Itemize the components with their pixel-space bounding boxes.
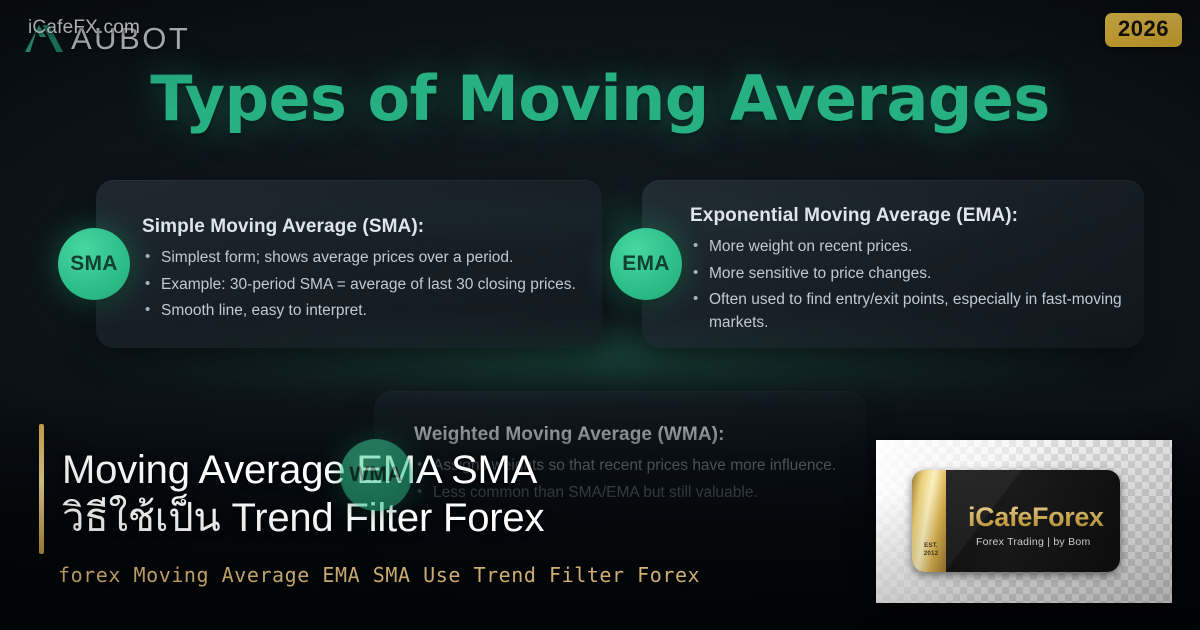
overlay-headline-line1: Moving Average EMA SMA bbox=[62, 448, 538, 492]
badge-circle-wma: WMA bbox=[340, 439, 412, 511]
card-title-ema: Exponential Moving Average (EMA): bbox=[690, 205, 1019, 226]
card-title-wma: Weighted Moving Average (WMA): bbox=[414, 424, 725, 445]
overlay-subtitle: forex Moving Average EMA SMA Use Trend F… bbox=[58, 563, 701, 587]
list-item: More sensitive to price changes. bbox=[690, 262, 1134, 286]
card-title-sma: Simple Moving Average (SMA): bbox=[142, 216, 425, 237]
est-label: EST. bbox=[924, 542, 938, 549]
badge-circle-ema: EMA bbox=[610, 228, 682, 300]
est-year: 2012 bbox=[923, 550, 939, 557]
list-item: Example: 30-period SMA = average of last… bbox=[142, 273, 594, 297]
year-badge: 2026 bbox=[1105, 13, 1182, 47]
accent-bar bbox=[39, 424, 44, 554]
logo-plate: EST. 2012 iCafeForex Forex Trading | by … bbox=[912, 470, 1120, 572]
page-title: Types of Moving Averages bbox=[150, 62, 1050, 135]
card-body-ema: Exponential Moving Average (EMA): More w… bbox=[690, 205, 1134, 338]
list-item: Smooth line, easy to interpret. bbox=[142, 299, 594, 323]
overlay-headline: Moving Average EMA SMA วิธีใช้เป็น Trend… bbox=[62, 446, 852, 542]
card-bullets-sma: Simplest form; shows average prices over… bbox=[142, 246, 594, 323]
logo-brand-name: iCafeForex bbox=[968, 502, 1104, 532]
list-item: Often used to find entry/exit points, es… bbox=[690, 288, 1134, 334]
overlay-headline-line2: วิธีใช้เป็น Trend Filter Forex bbox=[62, 496, 545, 540]
badge-circle-sma: SMA bbox=[58, 228, 130, 300]
list-item: Simplest form; shows average prices over… bbox=[142, 246, 594, 270]
site-watermark: iCafeFX.com bbox=[28, 17, 141, 38]
card-bullets-ema: More weight on recent prices. More sensi… bbox=[690, 235, 1134, 334]
card-body-sma: Simple Moving Average (SMA): Simplest fo… bbox=[142, 216, 594, 327]
list-item: More weight on recent prices. bbox=[690, 235, 1134, 259]
icafeforex-logo-card: EST. 2012 iCafeForex Forex Trading | by … bbox=[876, 440, 1172, 603]
logo-tagline: Forex Trading | by Bom bbox=[976, 536, 1091, 548]
